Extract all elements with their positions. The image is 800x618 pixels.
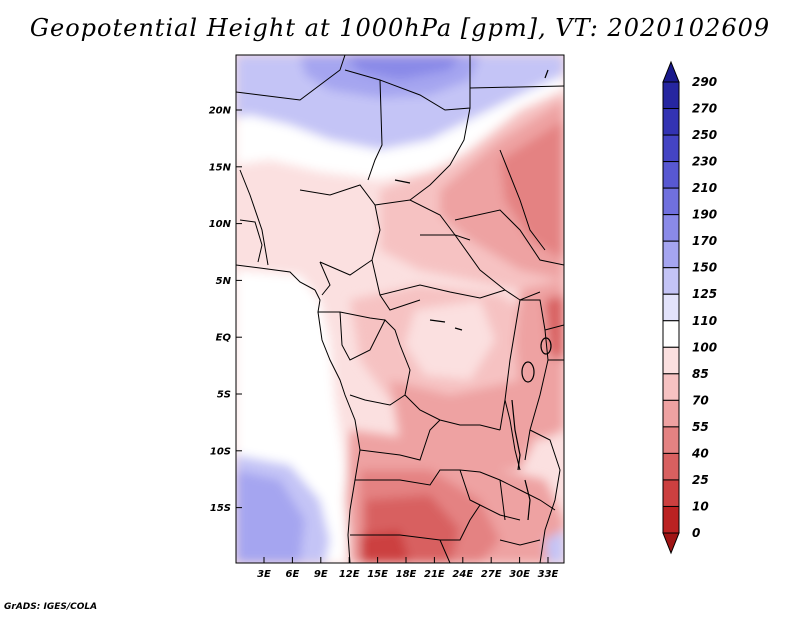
lon-label: 33E — [538, 569, 559, 580]
lon-label: 3E — [257, 569, 271, 580]
colorbar: 2902702502302101901701501251101008570554… — [662, 60, 717, 555]
colorbar-segment — [662, 108, 680, 136]
grads-credit: GrADS: IGES/COLA — [4, 602, 98, 612]
lon-label: 9E — [314, 569, 328, 580]
colorbar-segment — [662, 293, 680, 322]
colorbar-label: 190 — [692, 208, 717, 222]
colorbar-segment — [662, 240, 680, 269]
colorbar-label: 125 — [692, 287, 717, 301]
lon-label: 21E — [424, 569, 445, 580]
colorbar-label: 290 — [692, 75, 717, 89]
lat-label: 15N — [209, 162, 232, 173]
colorbar-segment — [662, 399, 680, 428]
colorbar-segment — [662, 134, 680, 163]
lon-label: 24E — [452, 569, 473, 580]
lon-label: 18E — [396, 569, 417, 580]
colorbar-top-arrow — [662, 60, 680, 83]
lon-label: 30E — [509, 569, 530, 580]
colorbar-segment — [662, 479, 680, 507]
lakes — [394, 69, 552, 521]
colorbar-label: 55 — [692, 420, 709, 434]
lon-label: 15E — [367, 569, 388, 580]
colorbar-label: 0 — [692, 526, 700, 540]
colorbar-segment — [662, 505, 680, 534]
latitude-axis: 20N 15N 10N 5N EQ 5S 10S 15S — [209, 106, 242, 514]
lat-label: 10S — [210, 446, 231, 457]
colorbar-label: 210 — [692, 181, 717, 195]
colorbar-label: 230 — [692, 155, 717, 169]
colorbar-segment — [662, 452, 680, 481]
lon-label: 27E — [481, 569, 502, 580]
colorbar-label: 10 — [692, 499, 709, 513]
colorbar-label: 40 — [691, 446, 709, 460]
colorbar-segment — [662, 214, 680, 242]
lat-label: 15S — [210, 503, 231, 514]
colorbar-segment — [662, 187, 680, 216]
colorbar-segment — [662, 346, 680, 375]
colorbar-segment — [662, 81, 680, 110]
lon-label: 12E — [339, 569, 360, 580]
map-title: Geopotential Height at 1000hPa [gpm], VT… — [29, 14, 771, 42]
lat-label: 5N — [216, 276, 232, 287]
colorbar-label: 110 — [692, 314, 717, 328]
colorbar-label: 150 — [692, 261, 717, 275]
lat-label: 10N — [209, 219, 232, 230]
colorbar-bottom-arrow — [662, 532, 680, 555]
colorbar-segment — [662, 426, 680, 454]
longitude-axis: 3E 6E 9E 12E 15E 18E 21E 24E 27E 30E 33E — [257, 557, 559, 580]
colorbar-label: 270 — [692, 102, 717, 116]
lon-label: 6E — [286, 569, 300, 580]
country-borders — [236, 55, 564, 563]
colorbar-label: 170 — [692, 234, 717, 248]
colorbar-segment — [662, 320, 680, 348]
lat-label: EQ — [216, 333, 232, 344]
lat-label: 5S — [217, 390, 231, 401]
colorbar-label: 250 — [692, 128, 717, 142]
colorbar-segment — [662, 267, 680, 295]
colorbar-segment — [662, 161, 680, 189]
lat-label: 20N — [209, 106, 232, 117]
map-frame — [235, 54, 565, 564]
height-field — [236, 55, 564, 563]
colorbar-label: 85 — [692, 367, 709, 381]
colorbar-label: 25 — [692, 473, 709, 487]
colorbar-label: 100 — [692, 340, 717, 354]
colorbar-label: 70 — [692, 393, 709, 407]
colorbar-segment — [662, 373, 680, 401]
